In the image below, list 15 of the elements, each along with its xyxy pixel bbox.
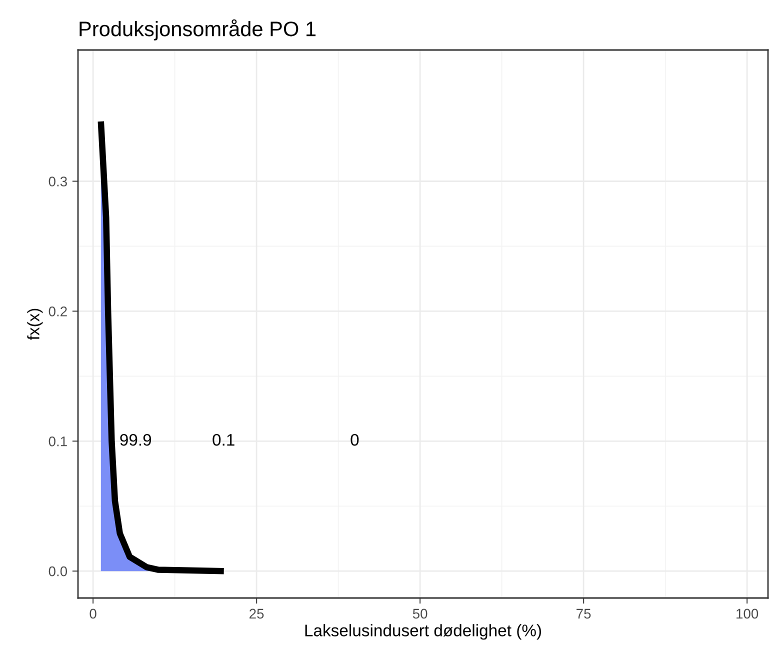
y-tick-label: 0.3 [48, 176, 67, 186]
x-axis-title: Lakselusindusert dødelighet (%) [305, 624, 542, 640]
x-tick-label: 25 [250, 608, 264, 619]
chart-title: Produksjonsområde PO 1 [80, 19, 316, 40]
x-tick-label: 0 [90, 608, 96, 619]
y-tick-label: 0.2 [48, 306, 67, 316]
annotation: 0 [350, 434, 359, 446]
y-axis-title: fx(x) [27, 308, 43, 340]
x-tick-label: 50 [412, 608, 428, 619]
annotation: 0.1 [212, 434, 234, 446]
x-tick-label: 75 [576, 608, 591, 619]
x-tick-label: 100 [736, 608, 758, 619]
y-tick-label: 0.1 [48, 436, 67, 446]
y-tick-label: 0.0 [48, 566, 68, 576]
annotation: 99.9 [120, 434, 152, 446]
